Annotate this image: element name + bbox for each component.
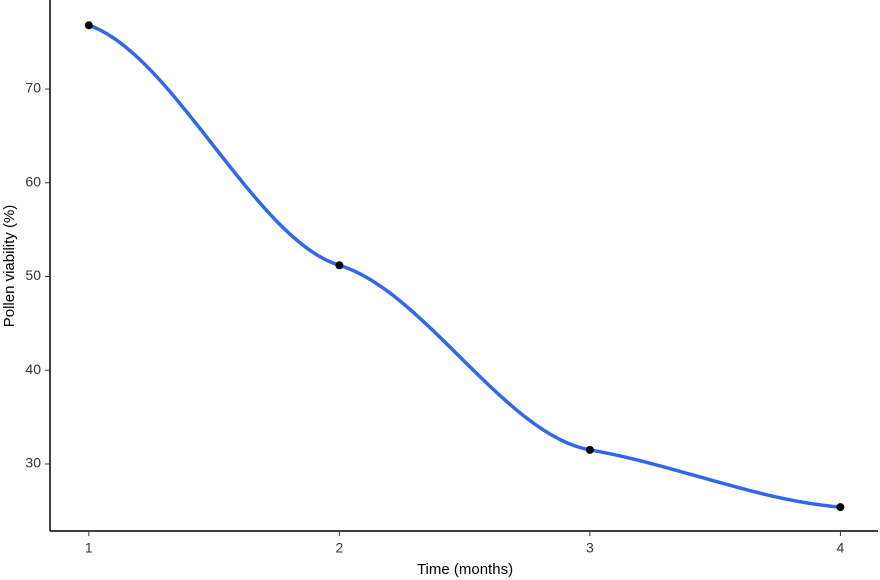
y-tick-label: 50 (25, 267, 41, 283)
point (84, 21, 93, 30)
y-tick-label: 40 (25, 361, 41, 377)
point (585, 445, 594, 454)
point (335, 261, 344, 270)
y-tick-label: 60 (25, 173, 41, 189)
x-axis-title: Time (months) (417, 561, 513, 578)
point (836, 503, 845, 512)
y-tick-label: 70 (25, 80, 41, 96)
x-tick-label: 1 (85, 540, 93, 556)
y-axis-title: Pollen viability (%) (1, 205, 18, 328)
x-tick-label: 2 (335, 540, 343, 556)
y-tick-label: 30 (25, 455, 41, 471)
x-tick-label: 3 (586, 540, 594, 556)
x-tick-label: 4 (837, 540, 845, 556)
line (88, 23, 841, 509)
